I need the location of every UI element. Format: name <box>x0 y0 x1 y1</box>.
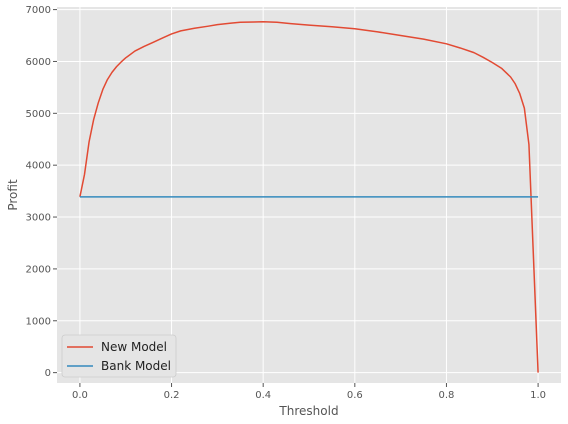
y-tick-label: 1000 <box>26 316 51 327</box>
x-axis-label: Threshold <box>278 404 338 418</box>
y-tick-label: 3000 <box>26 213 51 224</box>
y-tick-label: 6000 <box>26 57 51 68</box>
y-tick-label: 0 <box>45 368 51 379</box>
legend-label: Bank Model <box>101 359 171 373</box>
y-tick-label: 4000 <box>26 161 51 172</box>
grid-lines <box>57 7 561 383</box>
x-tick-label: 0.2 <box>164 390 180 401</box>
tick-labels: 0.0 0.2 0.4 0.6 0.8 1.0 0 1000 2000 3000 4000 5000 6… <box>26 5 546 401</box>
x-tick-label: 0.8 <box>439 390 455 401</box>
series-layer <box>79 21 539 373</box>
legend-label: New Model <box>101 340 167 354</box>
y-tick-label: 2000 <box>26 264 51 275</box>
legend: New Model Bank Model <box>61 334 177 378</box>
x-tick-label: 1.0 <box>530 390 546 401</box>
x-tick-label: 0.6 <box>347 390 363 401</box>
y-axis-label: Profit <box>6 179 20 211</box>
series-line-new-model <box>79 21 539 373</box>
x-tick-label: 0.4 <box>255 390 271 401</box>
y-tick-label: 5000 <box>26 109 51 120</box>
x-tick-label: 0.0 <box>72 390 88 401</box>
y-tick-label: 7000 <box>26 5 51 16</box>
plot-area <box>57 7 561 383</box>
